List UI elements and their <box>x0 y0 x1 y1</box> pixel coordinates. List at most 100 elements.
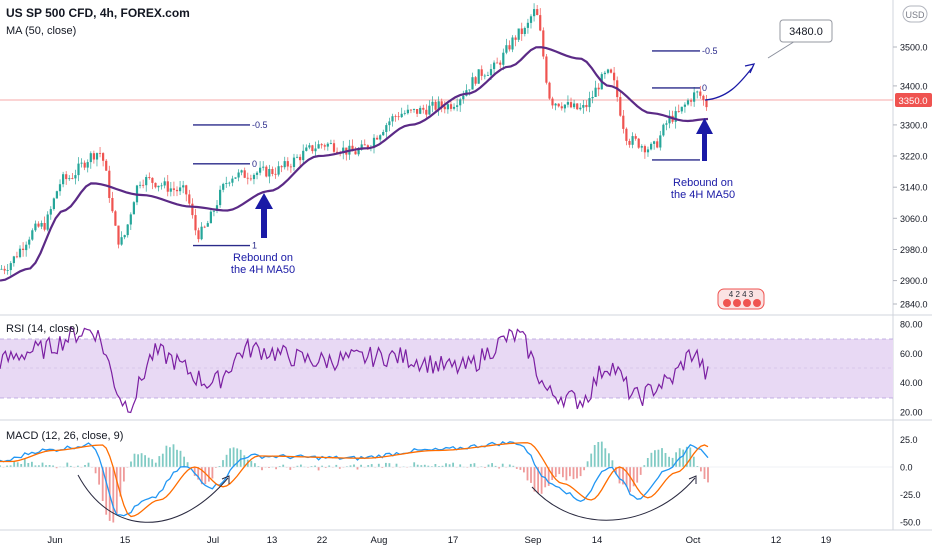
candle-body <box>58 184 62 192</box>
candle-body <box>603 72 606 75</box>
macd-hist-bar <box>229 448 231 467</box>
projection-arrowhead <box>744 63 756 74</box>
candle-body <box>151 177 154 183</box>
macd-hist-bar <box>9 465 12 467</box>
rsi-line <box>0 325 709 414</box>
candle-body <box>240 170 243 173</box>
macd-hist-bar <box>639 467 642 475</box>
macd-hist-bar <box>685 446 688 467</box>
macd-hist-bar <box>52 465 54 467</box>
candle-body <box>563 104 566 109</box>
candle-body <box>674 111 677 122</box>
rebound-arrow-left <box>255 193 273 238</box>
candle-body <box>126 224 129 236</box>
macd-hist-bar <box>692 456 695 467</box>
time-tick-label: Aug <box>371 535 388 546</box>
macd-hist-bar <box>668 456 670 467</box>
macd-hist-bar <box>353 464 355 467</box>
macd-hist-bar <box>254 463 256 467</box>
candle-body <box>15 256 18 258</box>
macd-hist-bar <box>632 467 635 487</box>
price-tick-label: 2900.0 <box>900 276 928 286</box>
candle-body <box>98 153 102 154</box>
candle-body <box>43 223 46 230</box>
macd-hist-bar <box>441 465 444 467</box>
candle-body <box>634 136 637 139</box>
candle-body <box>114 211 117 226</box>
macd-hist-bar <box>137 454 139 467</box>
candle-body <box>203 226 206 228</box>
candle-body <box>314 148 317 152</box>
macd-hist-bar <box>572 467 575 480</box>
candle-body <box>474 77 477 84</box>
macd-hist-bar <box>133 453 136 467</box>
macd-hist-bar <box>119 467 122 497</box>
macd-hist-bar <box>395 463 398 467</box>
candle-body <box>46 214 49 230</box>
rsi-tick-label: 80.00 <box>900 320 923 330</box>
macd-hist-bar <box>69 465 72 467</box>
macd-hist-bar <box>346 466 348 467</box>
candle-body <box>323 145 326 147</box>
candle-body <box>292 157 296 167</box>
current-price-text: 3350.0 <box>898 96 927 107</box>
candle-body <box>259 167 262 173</box>
macd-hist-bar <box>27 463 30 467</box>
candle-body <box>65 174 68 180</box>
macd-hist-bar <box>448 464 451 467</box>
candle-body <box>579 107 582 110</box>
candle-body <box>129 214 132 225</box>
macd-hist-bar <box>547 467 550 486</box>
candle-body <box>228 182 231 184</box>
macd-hist-bar <box>558 467 561 475</box>
candle-body <box>690 100 693 102</box>
candle-body <box>477 69 480 84</box>
candle-body <box>145 177 148 186</box>
macd-hist-bar <box>512 465 515 467</box>
macd-hist-bar <box>186 462 189 467</box>
macd-hist-bar <box>385 462 387 467</box>
macd-hist-bar <box>597 442 600 467</box>
candle-body <box>425 109 428 115</box>
macd-hist-bar <box>629 467 631 492</box>
candle-body <box>431 101 434 106</box>
macd-hist-bar <box>611 460 614 467</box>
candle-body <box>545 56 548 83</box>
macd-hist-bar <box>473 463 476 467</box>
macd-hist-bar <box>300 464 302 467</box>
candle-body <box>677 111 680 112</box>
candle-body <box>363 144 366 146</box>
macd-arc-left-head <box>221 475 230 484</box>
macd-hist-bar <box>151 459 154 467</box>
currency-button[interactable] <box>902 5 928 23</box>
candle-body <box>419 107 422 114</box>
fib-left: -0.5 0 1 <box>193 120 268 251</box>
macd-tick-label: -25.0 <box>900 490 921 500</box>
macd-hist-bar <box>360 464 362 467</box>
macd-hist-bar <box>140 453 143 467</box>
candle-body <box>412 109 416 110</box>
macd-hist-bar <box>154 462 157 467</box>
macd-hist-bar <box>200 467 203 485</box>
candle-body <box>172 188 175 190</box>
projection-curve <box>704 67 753 101</box>
candle-body <box>108 170 111 198</box>
target-callout-box[interactable] <box>779 19 833 43</box>
candle-body <box>31 230 34 240</box>
macd-hist-bar <box>335 464 338 467</box>
macd-hist-bar <box>646 458 649 467</box>
candle-body <box>120 237 123 245</box>
candle-body <box>92 153 95 160</box>
candle-body <box>508 45 511 50</box>
macd-hist-bar <box>367 465 370 467</box>
macd-hist-bar <box>87 462 90 467</box>
macd-hist-bar <box>147 457 150 467</box>
time-tick-label: Oct <box>686 535 701 546</box>
candle-body <box>665 123 668 125</box>
candle-body <box>573 103 576 108</box>
candle-body <box>622 115 625 129</box>
macd-hist-bar <box>530 467 532 483</box>
candle-body <box>194 215 197 231</box>
candle-body <box>354 151 357 155</box>
